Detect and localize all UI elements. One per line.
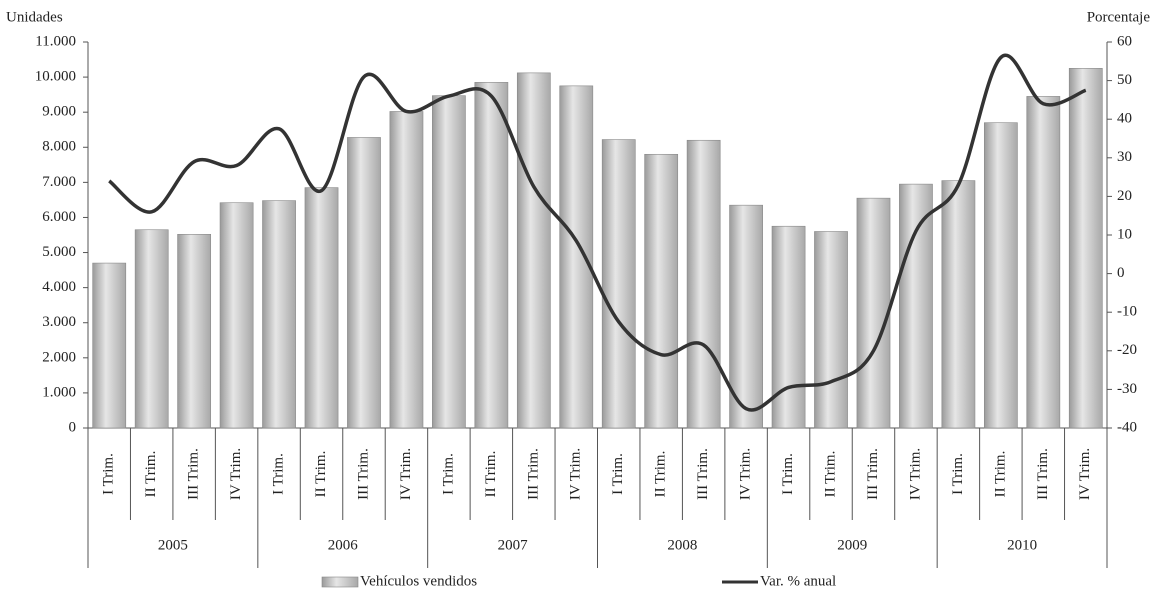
bar bbox=[516, 72, 551, 429]
group-label: 2005 bbox=[158, 537, 188, 553]
bar bbox=[686, 139, 721, 429]
x-tick-label: I Trim. bbox=[950, 453, 966, 495]
line bbox=[108, 53, 1087, 412]
y-tick-label: 7.000 bbox=[42, 174, 76, 190]
bar bbox=[771, 225, 806, 429]
legend-label: Vehículos vendidos bbox=[360, 573, 477, 589]
x-tick-label: I Trim. bbox=[440, 453, 456, 495]
bar bbox=[432, 95, 466, 429]
x-tick-label: II Trim. bbox=[313, 451, 329, 498]
x-tick-label: III Trim. bbox=[186, 448, 202, 500]
x-tick-label: II Trim. bbox=[483, 451, 499, 498]
y2-tick-label: 0 bbox=[1117, 265, 1125, 281]
x-tick-label: IV Trim. bbox=[228, 448, 244, 500]
x-tick-label: III Trim. bbox=[695, 448, 711, 500]
bar bbox=[644, 153, 679, 429]
y-tick-label: 9.000 bbox=[42, 104, 76, 120]
group-label: 2009 bbox=[837, 537, 867, 553]
x-tick-label: II Trim. bbox=[143, 451, 159, 498]
bar bbox=[559, 85, 594, 429]
bar bbox=[899, 183, 933, 429]
bar bbox=[474, 82, 509, 429]
bar bbox=[814, 231, 848, 429]
x-tick-label: IV Trim. bbox=[907, 448, 923, 500]
x-tick-label: I Trim. bbox=[271, 453, 287, 495]
y2-tick-label: -10 bbox=[1117, 304, 1137, 320]
x-tick-label: II Trim. bbox=[992, 451, 1008, 498]
y2-tick-label: 30 bbox=[1117, 149, 1132, 165]
y2-tick-label: 60 bbox=[1117, 33, 1132, 49]
x-tick-label: III Trim. bbox=[355, 448, 371, 500]
bar bbox=[856, 197, 891, 429]
x-tick-label: IV Trim. bbox=[738, 448, 754, 500]
x-tick-label: IV Trim. bbox=[1077, 448, 1093, 500]
bar bbox=[601, 139, 636, 429]
x-tick-label: IV Trim. bbox=[568, 448, 584, 500]
x-tick-label: III Trim. bbox=[525, 448, 541, 500]
bar bbox=[983, 122, 1018, 429]
group-label: 2007 bbox=[498, 537, 529, 553]
y-tick-label: 11.000 bbox=[35, 33, 76, 49]
y2-tick-label: -20 bbox=[1117, 342, 1137, 358]
y-tick-label: 4.000 bbox=[42, 279, 76, 295]
group-label: 2008 bbox=[667, 537, 697, 553]
bar bbox=[262, 200, 296, 429]
x-tick-label: I Trim. bbox=[610, 453, 626, 495]
y-tick-label: 8.000 bbox=[42, 139, 76, 155]
bar bbox=[92, 262, 127, 429]
bar bbox=[347, 137, 381, 429]
x-tick-label: II Trim. bbox=[653, 451, 669, 498]
y2-tick-label: 10 bbox=[1117, 226, 1132, 242]
y-tick-label: 5.000 bbox=[42, 244, 76, 260]
bar bbox=[134, 229, 169, 429]
y-tick-label: 0 bbox=[69, 419, 77, 435]
bar bbox=[389, 111, 424, 429]
legend-label: Var. % anual bbox=[760, 573, 836, 589]
bar bbox=[1068, 68, 1103, 429]
y-tick-label: 6.000 bbox=[42, 209, 76, 225]
y2-tick-label: 20 bbox=[1117, 188, 1132, 204]
legend-swatch bbox=[321, 576, 359, 588]
y-tick-label: 3.000 bbox=[42, 314, 76, 330]
bar bbox=[1026, 96, 1061, 429]
y2-tick-label: -30 bbox=[1117, 381, 1137, 397]
y2-tick-label: -40 bbox=[1117, 419, 1137, 435]
bar bbox=[177, 233, 212, 429]
x-tick-label: I Trim. bbox=[780, 453, 796, 495]
x-tick-label: I Trim. bbox=[101, 453, 117, 495]
x-tick-label: IV Trim. bbox=[398, 448, 414, 500]
bar bbox=[941, 180, 976, 429]
y-tick-label: 2.000 bbox=[42, 349, 76, 365]
group-label: 2010 bbox=[1007, 537, 1037, 553]
x-tick-label: III Trim. bbox=[1035, 448, 1051, 500]
x-tick-label: III Trim. bbox=[865, 448, 881, 500]
x-tick-label: II Trim. bbox=[822, 451, 838, 498]
y-tick-label: 1.000 bbox=[42, 384, 76, 400]
y2-tick-label: 50 bbox=[1117, 72, 1132, 88]
y2-tick-label: 40 bbox=[1117, 111, 1132, 127]
bar bbox=[729, 204, 763, 429]
y2-axis-title: Porcentaje bbox=[1087, 9, 1151, 25]
y-axis-title: Unidades bbox=[6, 9, 63, 25]
bar bbox=[219, 202, 254, 429]
bar bbox=[304, 187, 339, 429]
group-label: 2006 bbox=[328, 537, 359, 553]
y-tick-label: 10.000 bbox=[35, 69, 76, 85]
